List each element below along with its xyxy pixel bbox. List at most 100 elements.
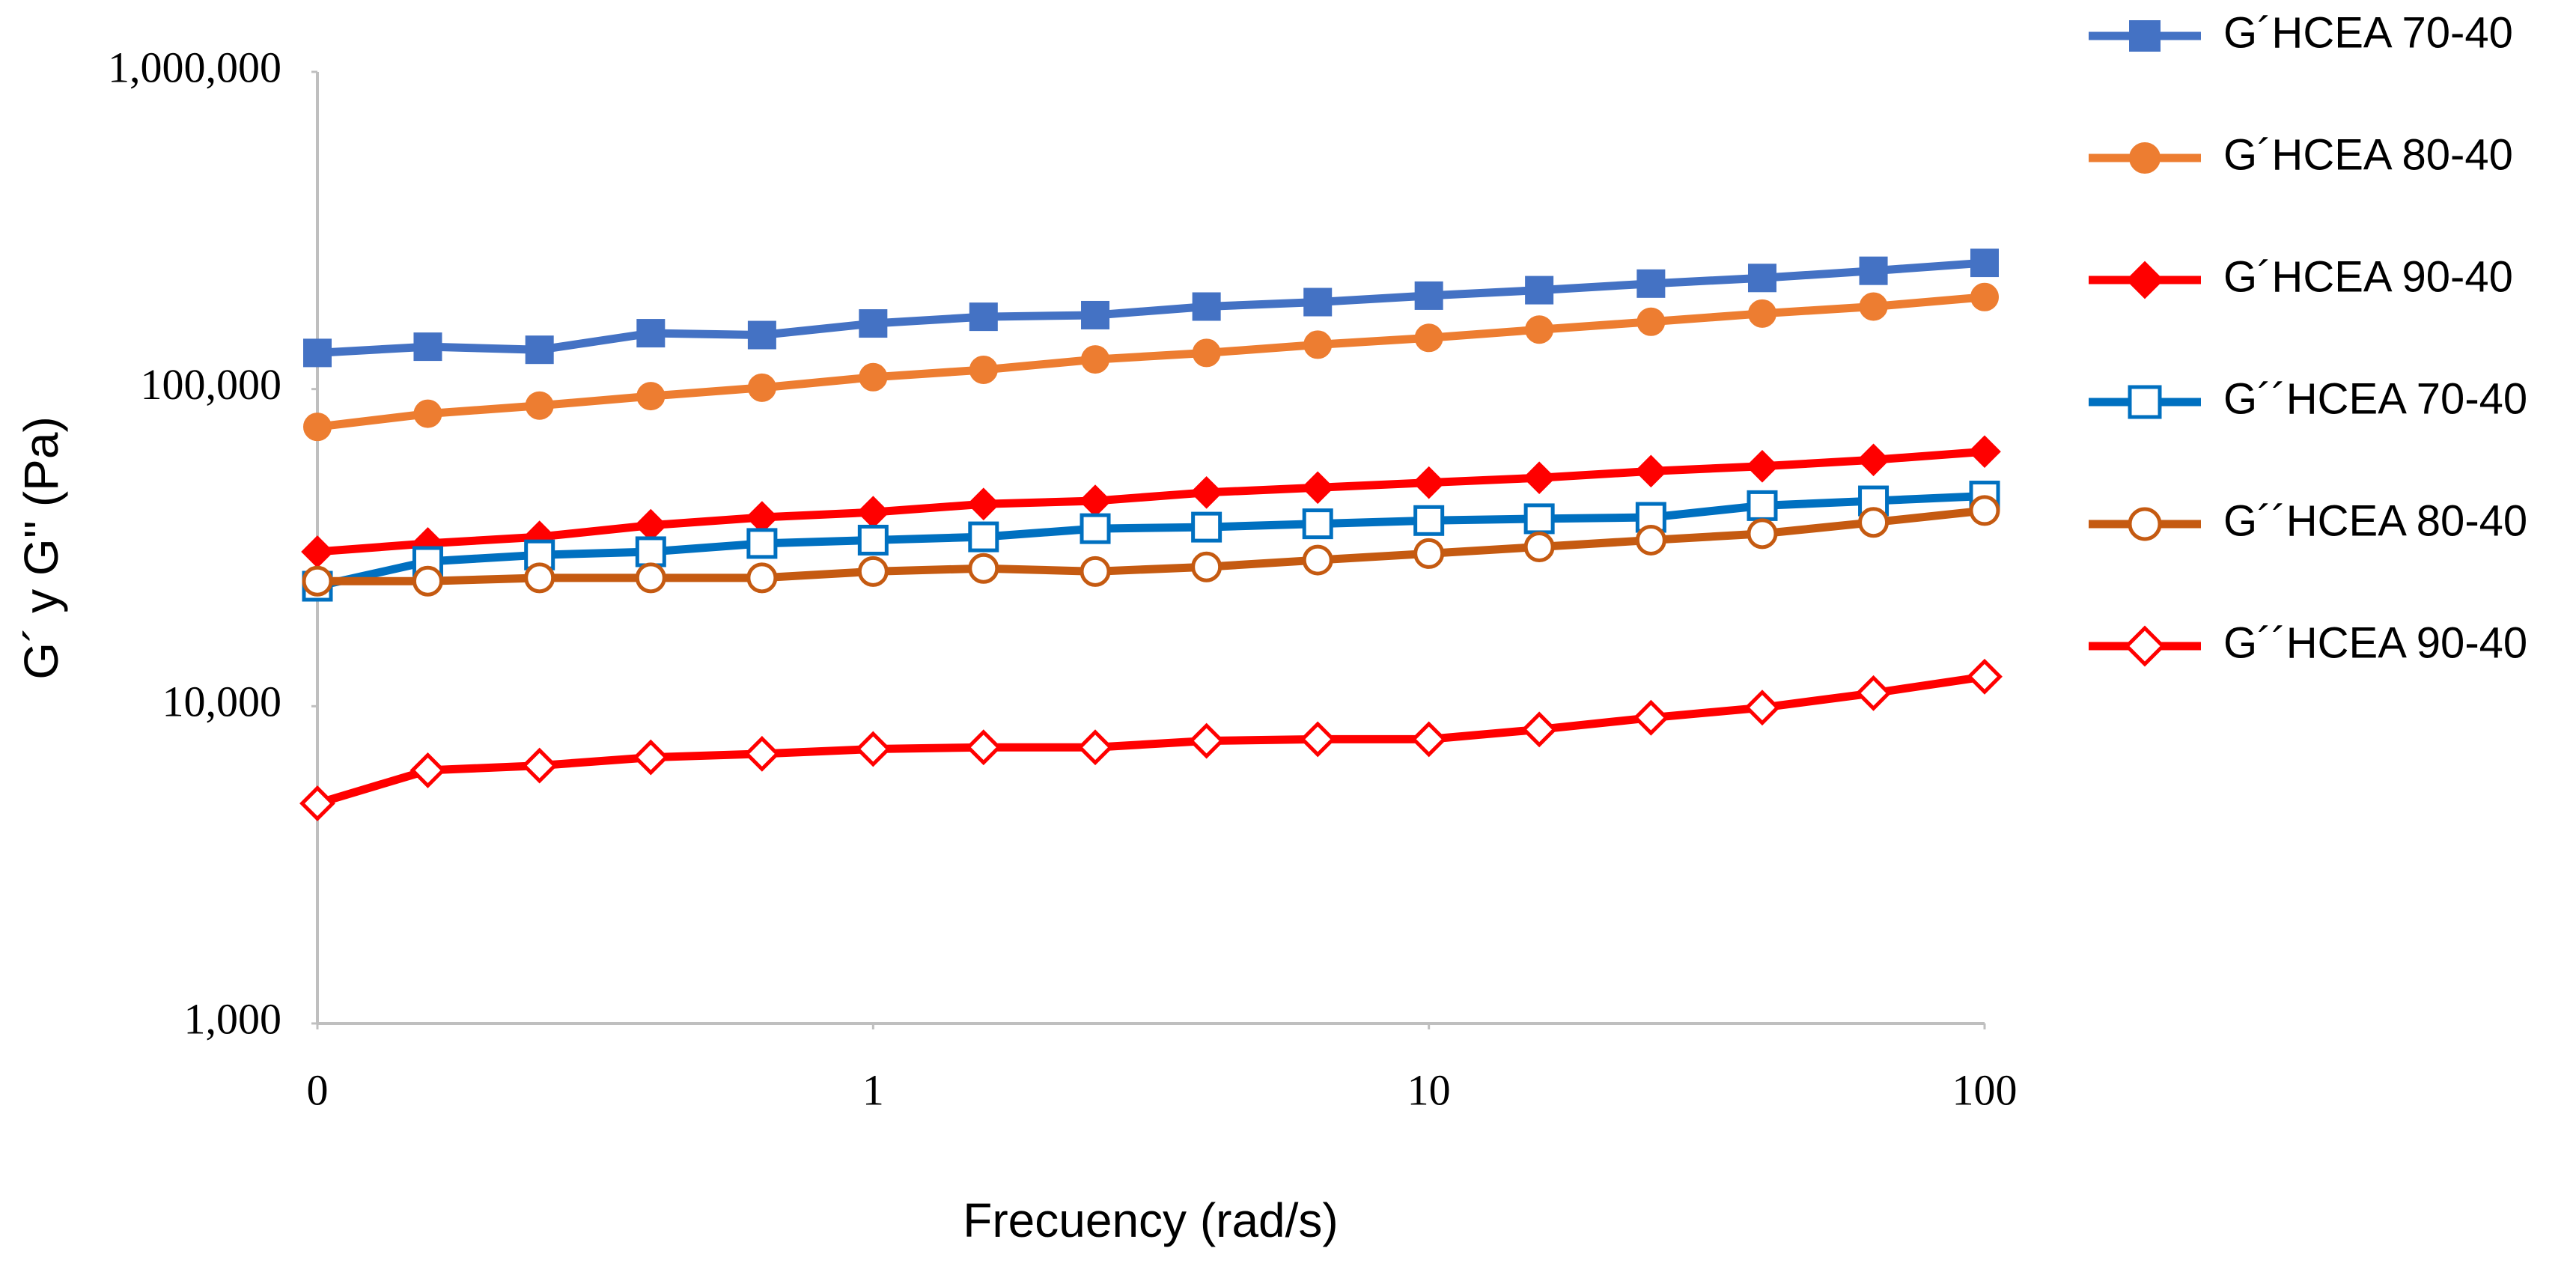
marker	[856, 496, 890, 529]
marker	[969, 302, 998, 332]
marker	[1302, 508, 1333, 540]
marker	[1077, 729, 1113, 766]
marker	[1413, 538, 1445, 569]
series-line	[317, 506, 1985, 585]
x-axis-title: Frecuency (rad/s)	[963, 1193, 1338, 1247]
marker	[1635, 524, 1666, 556]
marker	[1521, 711, 1558, 748]
marker	[857, 556, 889, 587]
marker	[2128, 385, 2162, 419]
marker	[1747, 299, 1776, 328]
marker	[413, 332, 442, 362]
marker	[966, 487, 1000, 521]
marker	[409, 752, 446, 788]
marker	[1858, 507, 1890, 538]
y-tick-label: 1,000	[184, 994, 282, 1043]
marker	[746, 501, 779, 534]
marker	[1188, 722, 1225, 759]
series-line	[317, 293, 1985, 431]
legend-label: G´HCEA 70-40	[2223, 8, 2513, 57]
marker	[1414, 323, 1443, 353]
marker	[1410, 721, 1447, 758]
marker	[968, 521, 999, 553]
legend-label: G´´HCEA 90-40	[2223, 618, 2527, 667]
marker	[1303, 330, 1333, 359]
marker	[968, 553, 999, 584]
marker	[1301, 471, 1335, 505]
marker	[525, 391, 554, 420]
marker	[2129, 142, 2161, 174]
marker	[2125, 261, 2164, 299]
marker	[303, 413, 332, 442]
marker	[1859, 292, 1888, 321]
legend-label: G´HCEA 80-40	[2223, 130, 2513, 179]
marker	[1746, 449, 1779, 483]
marker	[1081, 345, 1110, 374]
marker	[747, 373, 776, 402]
marker	[1967, 658, 2003, 695]
marker	[1970, 249, 1999, 278]
marker	[1192, 292, 1221, 321]
marker	[855, 731, 892, 767]
marker	[1190, 475, 1223, 509]
marker	[859, 309, 888, 338]
marker	[747, 320, 776, 350]
marker	[1192, 338, 1221, 368]
marker	[1081, 300, 1110, 329]
marker	[1303, 287, 1333, 317]
marker	[1636, 269, 1666, 298]
marker	[413, 399, 442, 428]
marker	[303, 338, 332, 368]
marker	[524, 562, 555, 594]
marker	[525, 335, 554, 365]
marker	[636, 319, 666, 348]
series-line	[317, 447, 1985, 556]
legend-label: G´HCEA 90-40	[2223, 252, 2513, 301]
marker	[859, 362, 888, 392]
marker	[1859, 256, 1888, 285]
x-tick-label: 10	[1407, 1065, 1451, 1114]
marker	[743, 735, 780, 772]
marker	[1636, 307, 1666, 336]
series-line	[316, 492, 1985, 591]
marker	[1300, 721, 1336, 758]
x-tick-label: 0	[307, 1065, 329, 1114]
marker	[634, 508, 668, 542]
marker	[635, 536, 666, 567]
series-line	[317, 258, 1985, 357]
y-tick-label: 10,000	[162, 678, 282, 726]
marker	[1414, 281, 1443, 310]
marker	[299, 785, 335, 822]
series-line	[316, 672, 1985, 808]
marker	[1080, 513, 1111, 544]
marker	[2129, 20, 2161, 52]
legend-label: G´´HCEA 80-40	[2223, 496, 2527, 545]
marker	[302, 565, 333, 597]
y-axis-title: G´ y G'' (Pa)	[14, 416, 68, 680]
marker	[1855, 675, 1892, 711]
marker	[412, 565, 443, 597]
marker	[1191, 511, 1222, 543]
marker	[1969, 495, 2000, 526]
marker	[1634, 454, 1668, 488]
x-tick-label: 100	[1952, 1065, 2018, 1114]
marker	[1523, 531, 1555, 562]
marker	[1079, 484, 1112, 517]
marker	[1747, 518, 1778, 550]
x-tick-label: 1	[862, 1065, 884, 1114]
y-tick-label: 1,000,000	[108, 43, 281, 91]
marker	[1080, 556, 1111, 587]
marker	[636, 382, 666, 411]
marker	[1744, 690, 1780, 726]
marker	[1523, 461, 1556, 495]
marker	[1523, 503, 1555, 535]
marker	[1633, 699, 1669, 736]
marker	[1857, 443, 1890, 477]
marker	[2124, 625, 2166, 667]
y-tick-label: 100,000	[141, 360, 282, 409]
marker	[969, 355, 998, 384]
marker	[521, 747, 558, 784]
marker	[857, 524, 889, 556]
marker	[635, 562, 666, 594]
